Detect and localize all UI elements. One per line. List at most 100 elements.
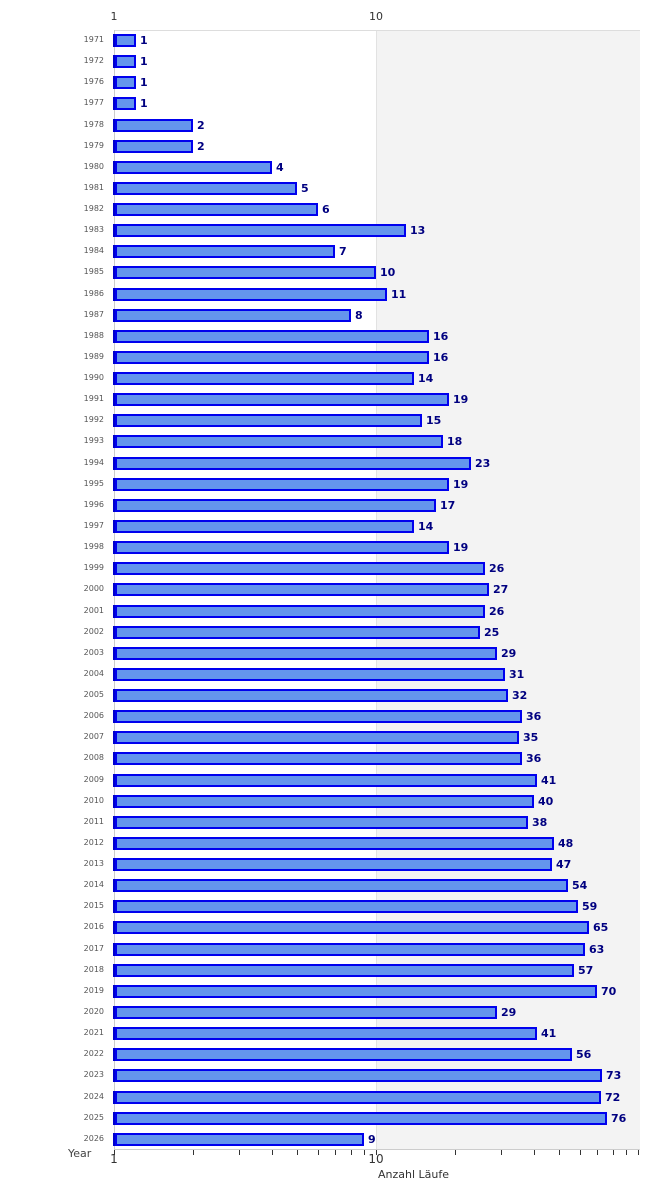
- bar-base-mark: [113, 519, 115, 533]
- bar-base-mark: [113, 1005, 115, 1019]
- bar-row: 2004 31: [0, 664, 650, 685]
- bar-base-mark: [113, 731, 115, 745]
- bar-row: 1997 14: [0, 516, 650, 537]
- bar-base-mark: [113, 308, 115, 322]
- bar: [115, 879, 568, 893]
- bar-base-mark: [113, 1069, 115, 1083]
- bar-base-mark: [113, 55, 115, 69]
- bar-base-mark: [113, 203, 115, 217]
- bar-row: 2012 48: [0, 833, 650, 854]
- bar-base-mark: [113, 372, 115, 386]
- bar-value-label: 14: [418, 519, 434, 533]
- bar-row: 1980 4: [0, 157, 650, 178]
- year-label: 1982: [83, 204, 104, 214]
- bar-row: 2022 56: [0, 1044, 650, 1065]
- year-label: 2019: [83, 985, 104, 995]
- bar-row: 1979 2: [0, 136, 650, 157]
- year-label: 2001: [83, 605, 104, 615]
- bar-value-label: 56: [576, 1048, 592, 1062]
- bar: [115, 435, 443, 449]
- bar: [115, 667, 505, 681]
- bar: [115, 350, 429, 364]
- bar-base-mark: [113, 921, 115, 935]
- bar-value-label: 29: [501, 1005, 517, 1019]
- year-label: 2004: [83, 668, 104, 678]
- bar: [115, 900, 578, 914]
- bar: [115, 752, 522, 766]
- bar: [115, 541, 449, 555]
- year-label: 2000: [83, 584, 104, 594]
- year-label: 2017: [83, 943, 104, 953]
- x-tick-mark: [597, 1150, 598, 1155]
- bar-value-label: 16: [433, 329, 449, 343]
- year-label: 1986: [83, 288, 104, 298]
- year-label: 2026: [83, 1133, 104, 1143]
- bar-row: 1977 1: [0, 93, 650, 114]
- bar-value-label: 7: [339, 245, 347, 259]
- year-label: 1998: [83, 542, 104, 552]
- bar: [115, 245, 335, 259]
- bar-value-label: 17: [440, 498, 456, 512]
- bar-base-mark: [113, 97, 115, 111]
- bar-base-mark: [113, 456, 115, 470]
- bar-row: 2000 27: [0, 579, 650, 600]
- x-tick-mark: [297, 1150, 298, 1155]
- bar: [115, 984, 597, 998]
- year-label: 1980: [83, 161, 104, 171]
- bar-base-mark: [113, 139, 115, 153]
- bar-row: 2018 57: [0, 960, 650, 981]
- bar-value-label: 36: [526, 710, 542, 724]
- bar-row: 2023 73: [0, 1065, 650, 1086]
- bar-value-label: 11: [391, 287, 407, 301]
- bar-value-label: 19: [453, 393, 469, 407]
- top-tick-label: 1: [110, 10, 118, 23]
- x-tick-mark: [626, 1150, 627, 1155]
- bar-row: 1988 16: [0, 326, 650, 347]
- bar-row: 2003 29: [0, 643, 650, 664]
- bar-base-mark: [113, 329, 115, 343]
- bar-row: 2007 35: [0, 727, 650, 748]
- year-label: 1981: [83, 182, 104, 192]
- year-label: 2016: [83, 922, 104, 932]
- bar-value-label: 14: [418, 372, 434, 386]
- bar-row: 1982 6: [0, 199, 650, 220]
- bar-value-label: 32: [512, 689, 528, 703]
- year-label: 1995: [83, 478, 104, 488]
- bar: [115, 689, 508, 703]
- year-label: 2023: [83, 1070, 104, 1080]
- x-tick-label: 10: [368, 1152, 384, 1166]
- bar-base-mark: [113, 984, 115, 998]
- bar-row: 2013 47: [0, 854, 650, 875]
- bar-row: 1983 13: [0, 220, 650, 241]
- bar-row: 2025 76: [0, 1108, 650, 1129]
- bar-row: 1993 18: [0, 431, 650, 452]
- year-label: 1979: [83, 140, 104, 150]
- bar-value-label: 16: [433, 350, 449, 364]
- bar-row: 1986 11: [0, 284, 650, 305]
- x-tick-mark: [455, 1150, 456, 1155]
- bar-base-mark: [113, 752, 115, 766]
- x-tick-mark: [638, 1150, 639, 1155]
- year-label: 1997: [83, 520, 104, 530]
- bar-row: 1985 10: [0, 262, 650, 283]
- bar: [115, 266, 376, 280]
- bar-row: 2002 25: [0, 622, 650, 643]
- bar-base-mark: [113, 435, 115, 449]
- bar-row: 2026 9: [0, 1129, 650, 1150]
- bar-base-mark: [113, 1090, 115, 1104]
- bar-row: 2017 63: [0, 939, 650, 960]
- bar-value-label: 10: [380, 266, 396, 280]
- bar: [115, 858, 552, 872]
- bar: [115, 1090, 601, 1104]
- year-label: 1994: [83, 457, 104, 467]
- bar-base-mark: [113, 393, 115, 407]
- bar-row: 2009 41: [0, 770, 650, 791]
- bar-value-label: 18: [447, 435, 463, 449]
- x-tick-mark: [501, 1150, 502, 1155]
- year-label: 1977: [83, 98, 104, 108]
- bar-base-mark: [113, 646, 115, 660]
- bar-row: 2011 38: [0, 812, 650, 833]
- x-tick-mark: [272, 1150, 273, 1155]
- bar-value-label: 5: [301, 181, 309, 195]
